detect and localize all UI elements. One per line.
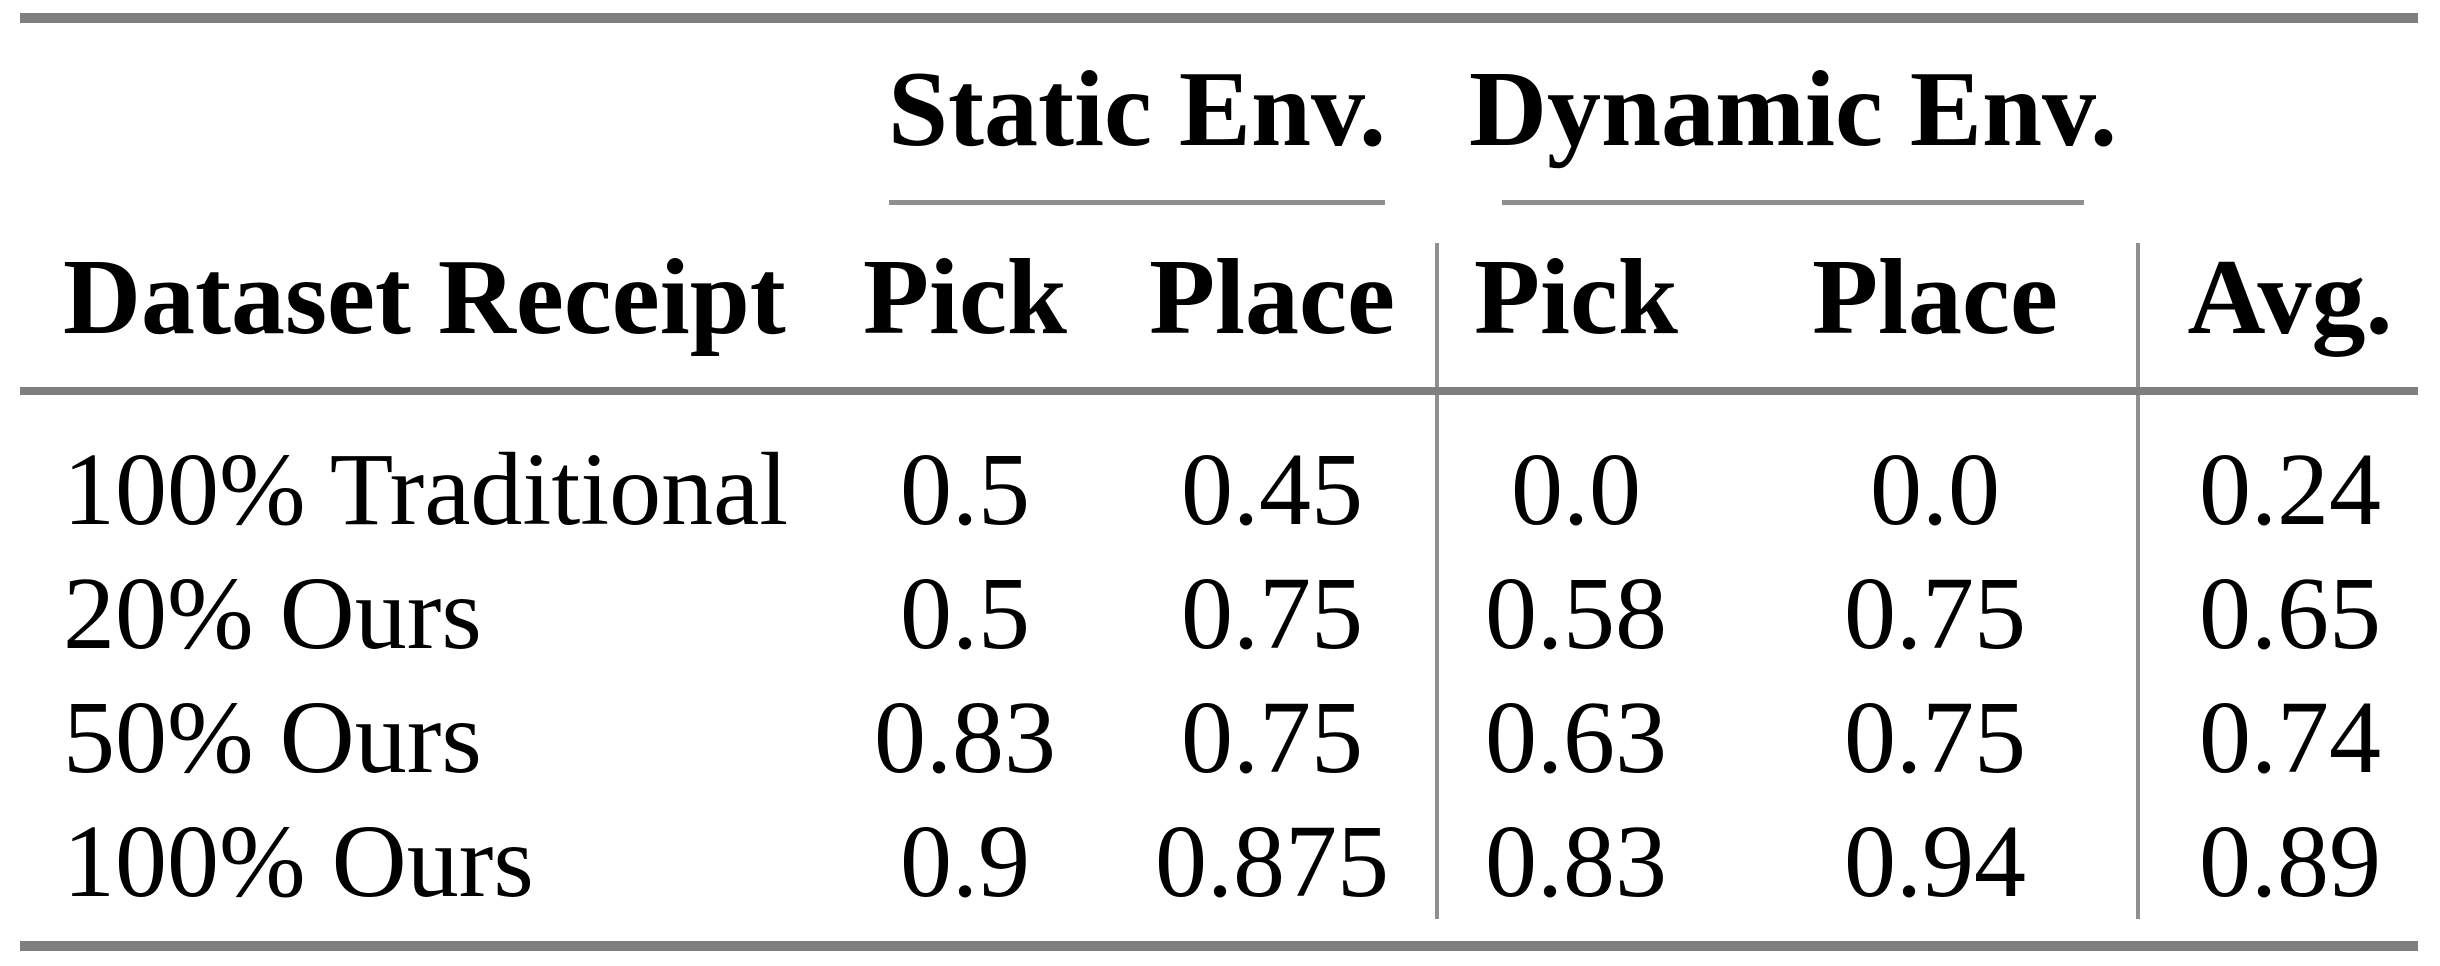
column-header-row: Dataset Receipt Pick Place Pick Place Av… bbox=[0, 225, 2440, 370]
column-group-static-env: Static Env. bbox=[887, 45, 1387, 175]
cell-static-place: 0.75 bbox=[1181, 680, 1363, 795]
cell-static-place: 0.75 bbox=[1181, 556, 1363, 671]
column-header-dynamic-place: Place bbox=[1812, 237, 2058, 357]
column-header-avg: Avg. bbox=[2187, 237, 2393, 357]
cell-dynamic-place: 0.94 bbox=[1844, 804, 2026, 919]
cell-static-place: 0.45 bbox=[1181, 432, 1363, 547]
cell-avg: 0.24 bbox=[2199, 432, 2381, 547]
cell-avg: 0.74 bbox=[2199, 680, 2381, 795]
table-row: 100% Ours 0.9 0.875 0.83 0.94 0.89 bbox=[0, 800, 2440, 924]
cell-dynamic-pick: 0.63 bbox=[1485, 680, 1667, 795]
table-top-rule bbox=[20, 13, 2418, 23]
cell-static-pick: 0.5 bbox=[900, 556, 1030, 671]
cell-dynamic-place: 0.75 bbox=[1844, 556, 2026, 671]
row-label: 20% Ours bbox=[63, 556, 482, 671]
cell-static-pick: 0.9 bbox=[900, 804, 1030, 919]
table-bottom-rule bbox=[20, 941, 2418, 951]
cell-dynamic-place: 0.75 bbox=[1844, 680, 2026, 795]
static-env-underline-rule bbox=[889, 200, 1385, 205]
table-row: 20% Ours 0.5 0.75 0.58 0.75 0.65 bbox=[0, 552, 2440, 676]
column-group-dynamic-env: Dynamic Env. bbox=[1469, 45, 2117, 175]
cell-avg: 0.65 bbox=[2199, 556, 2381, 671]
vertical-separator-dynamic-avg bbox=[2136, 243, 2140, 919]
dynamic-env-group-label: Dynamic Env. bbox=[1468, 50, 2118, 169]
column-header-dynamic-pick: Pick bbox=[1474, 237, 1678, 357]
static-env-group-label: Static Env. bbox=[887, 50, 1387, 169]
cell-static-place: 0.875 bbox=[1155, 804, 1389, 919]
table-mid-rule bbox=[20, 387, 2418, 395]
row-label: 100% Ours bbox=[63, 804, 534, 919]
cell-static-pick: 0.5 bbox=[900, 432, 1030, 547]
dynamic-env-underline-rule bbox=[1502, 200, 2084, 205]
column-header-dataset-receipt: Dataset Receipt bbox=[63, 237, 786, 357]
table-row: 50% Ours 0.83 0.75 0.63 0.75 0.74 bbox=[0, 676, 2440, 800]
table-row: 100% Traditional 0.5 0.45 0.0 0.0 0.24 bbox=[0, 428, 2440, 552]
cell-avg: 0.89 bbox=[2199, 804, 2381, 919]
cell-dynamic-place: 0.0 bbox=[1870, 432, 2000, 547]
cell-dynamic-pick: 0.58 bbox=[1485, 556, 1667, 671]
cell-static-pick: 0.83 bbox=[874, 680, 1056, 795]
column-header-static-pick: Pick bbox=[863, 237, 1067, 357]
cell-dynamic-pick: 0.83 bbox=[1485, 804, 1667, 919]
row-label: 50% Ours bbox=[63, 680, 482, 795]
cell-dynamic-pick: 0.0 bbox=[1511, 432, 1641, 547]
column-header-static-place: Place bbox=[1149, 237, 1395, 357]
vertical-separator-static-dynamic bbox=[1435, 243, 1439, 919]
row-label: 100% Traditional bbox=[63, 432, 789, 547]
